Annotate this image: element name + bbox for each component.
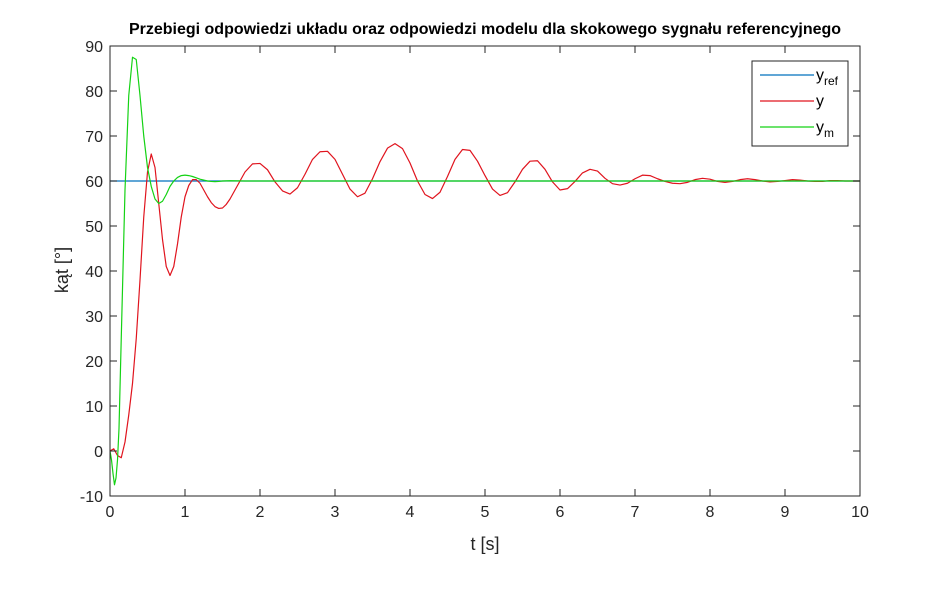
x-tick-label: 8	[706, 504, 715, 521]
x-tick-label: 4	[406, 504, 415, 521]
y-tick-label: 0	[94, 444, 103, 461]
legend: yref y ym	[751, 60, 849, 147]
x-tick-label: 1	[181, 504, 190, 521]
x-tick-label: 3	[331, 504, 340, 521]
y-tick-label: 70	[85, 129, 103, 146]
x-tick-label: 2	[256, 504, 265, 521]
y-tick-label: -10	[80, 489, 103, 506]
y-tick-label: 30	[85, 309, 103, 326]
plot-area	[110, 46, 860, 496]
y-tick-label: 40	[85, 264, 103, 281]
y-tick-label: 50	[85, 219, 103, 236]
y-tick-label: 80	[85, 84, 103, 101]
x-tick-label: 7	[631, 504, 640, 521]
series-layer	[110, 56, 860, 486]
legend-label-y-m: ym	[816, 119, 834, 140]
x-tick-label: 0	[106, 504, 115, 521]
y-tick-label: 60	[85, 174, 103, 191]
y-axis-label: kąt [°]	[52, 247, 72, 293]
x-tick-label: 5	[481, 504, 490, 521]
series-line-y-m	[110, 56, 860, 486]
plot-background	[110, 46, 860, 496]
x-tick-label: 9	[781, 504, 790, 521]
x-tick-label: 10	[851, 504, 869, 521]
y-tick-label: 90	[85, 39, 103, 56]
y-tick-label: 20	[85, 354, 103, 371]
legend-label-y: y	[816, 93, 824, 110]
x-tick-label: 6	[556, 504, 565, 521]
x-axis-label: t [s]	[470, 534, 499, 554]
chart-title: Przebiegi odpowiedzi układu oraz odpowie…	[129, 21, 841, 38]
legend-label-y-ref: yref	[816, 67, 839, 88]
y-tick-label: 10	[85, 399, 103, 416]
